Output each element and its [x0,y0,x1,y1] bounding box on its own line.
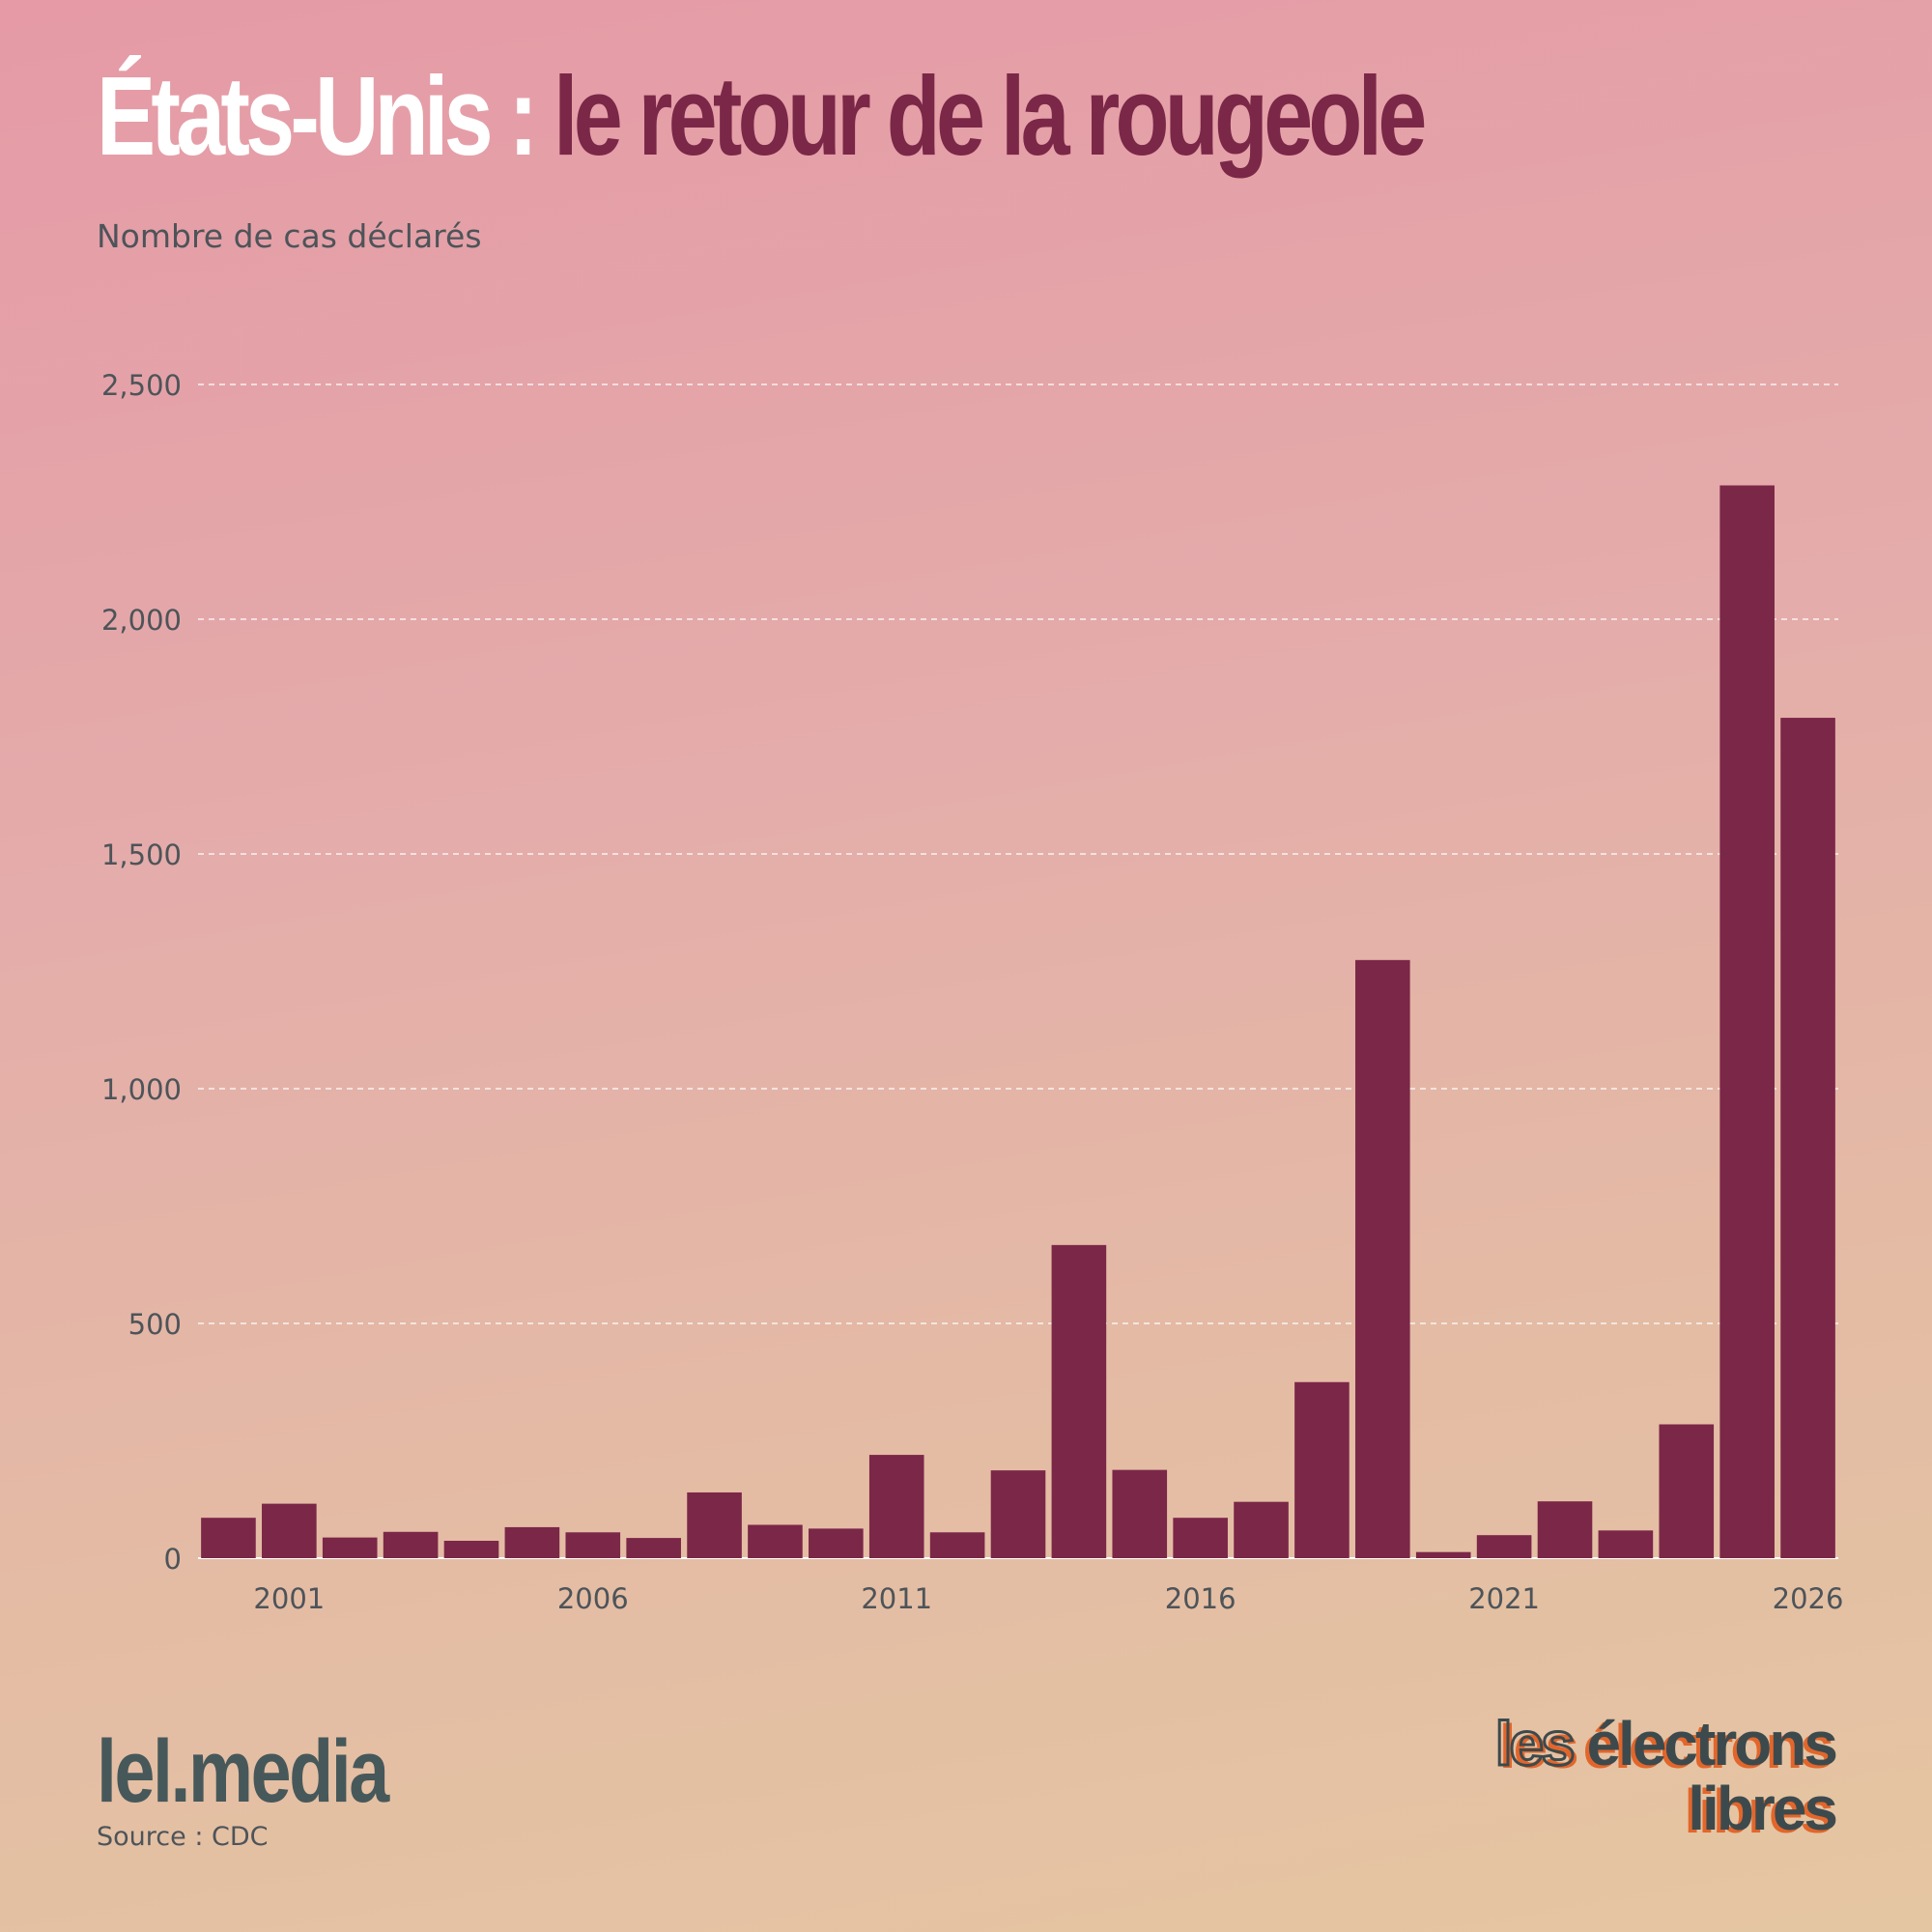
x-tick-label: 2006 [557,1582,629,1615]
x-tick-label: 2021 [1468,1582,1540,1615]
partner-logo-word-libres: libres [1688,1774,1838,1844]
bar-2017 [1234,1501,1289,1558]
x-tick-label: 2011 [861,1582,932,1615]
gridlines [198,384,1838,1559]
bar-2023 [1598,1530,1654,1558]
y-tick-label: 500 [128,1308,182,1341]
bar-2005 [504,1526,560,1558]
bar-2001 [262,1503,317,1558]
bar-chart: 0 500 1,000 1,500 2,000 2,500 2001 2006 2011 201… [101,369,1843,1615]
y-tick-label: 1,000 [101,1073,182,1106]
y-axis-labels: 0 500 1,000 1,500 2,000 2,500 [101,369,182,1576]
bar-2018 [1294,1381,1350,1558]
bar-2014 [1051,1244,1107,1558]
bar-2025 [1719,485,1775,1558]
y-tick-label: 2,000 [101,604,182,637]
title-part-2: le retour de la rougeole [554,53,1427,179]
y-tick-label: 1,500 [101,838,182,871]
y-tick-label: 0 [164,1543,182,1576]
bar-2011 [868,1455,924,1558]
bar-2007 [626,1538,681,1558]
bar-2019 [1355,959,1410,1558]
partner-logo-line-1: les électrons [1493,1709,1838,1778]
bar-2012 [929,1532,985,1558]
bar-2021 [1476,1535,1532,1558]
title-part-1: États-Unis : [97,53,538,179]
brand-logo: lel.media [97,1722,389,1821]
y-tick-label: 2,500 [101,369,182,402]
bar-2026 [1780,718,1835,1558]
bar-2008 [687,1492,742,1558]
chart-subtitle: Nombre de cas déclarés [97,217,482,255]
partner-logo: les électrons libres [1493,1709,1838,1844]
bar-2002 [322,1537,378,1558]
bar-2010 [809,1528,864,1558]
bar-2004 [443,1541,499,1558]
x-tick-label: 2001 [253,1582,325,1615]
bars [201,485,1835,1558]
bar-2003 [383,1531,439,1558]
x-tick-label: 2026 [1773,1582,1844,1615]
x-axis-labels: 2001 2006 2011 2016 2021 2026 [253,1582,1843,1615]
x-tick-label: 2016 [1165,1582,1236,1615]
bar-2022 [1537,1501,1593,1558]
bar-2006 [565,1532,621,1558]
partner-logo-word-electrons: électrons [1586,1709,1838,1778]
partner-logo-word-les: les [1493,1709,1577,1778]
bar-2013 [990,1470,1046,1558]
bar-2024 [1659,1424,1715,1558]
chart-title: États-Unis : le retour de la rougeole [97,60,1427,172]
bar-2020 [1415,1551,1471,1558]
bar-2015 [1112,1469,1168,1558]
bar-2016 [1173,1518,1228,1558]
bar-2000 [201,1518,256,1558]
bar-2009 [748,1524,803,1558]
source-note: Source : CDC [97,1822,269,1852]
